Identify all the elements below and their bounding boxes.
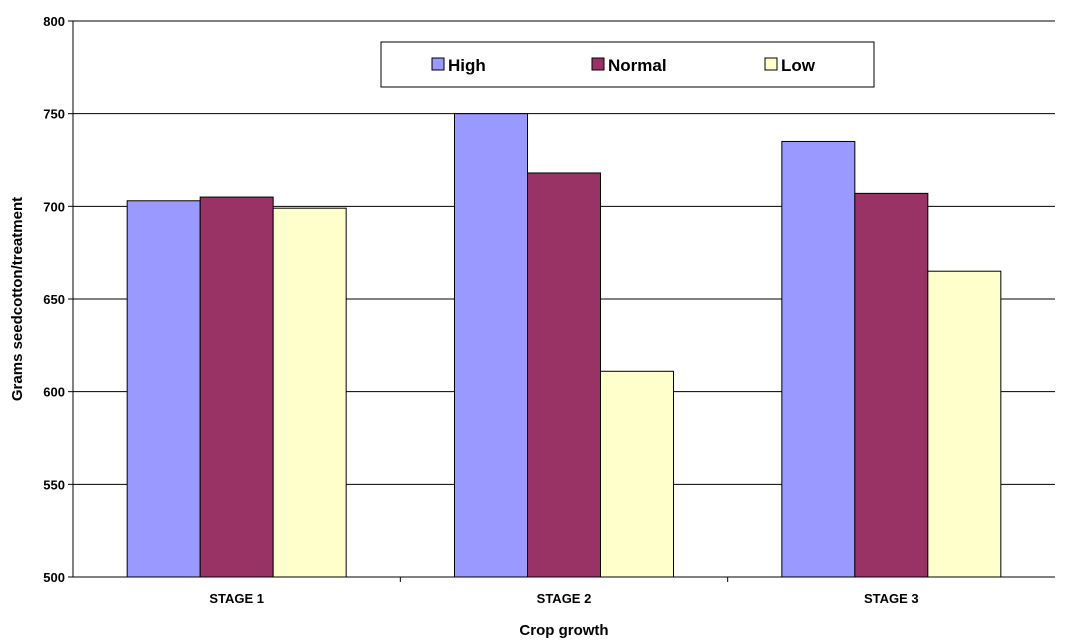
y-tick-label: 600 (43, 385, 65, 400)
y-axis-title: Grams seedcotton/treatment (9, 197, 26, 401)
bar-normal-stage-3 (854, 192, 929, 578)
x-tick-label: STAGE 1 (209, 591, 264, 606)
bars (126, 113, 1002, 578)
y-tick-label: 750 (43, 107, 65, 122)
y-tick-label: 800 (43, 14, 65, 29)
legend-swatch-high (431, 57, 445, 71)
bar-low-stage-3 (927, 270, 1002, 578)
legend-label-normal: Normal (608, 56, 667, 75)
legend-label-high: High (448, 56, 486, 75)
x-ticks: STAGE 1 STAGE 2 STAGE 3 (209, 577, 919, 606)
bar-normal-stage-2 (527, 172, 601, 578)
bar-high-stage-2 (454, 113, 528, 578)
y-tick-label: 650 (43, 292, 65, 307)
bar-high-stage-1 (126, 200, 201, 578)
bar-low-stage-2 (600, 370, 674, 578)
x-axis-title: Crop growth (519, 622, 608, 639)
x-tick-label: STAGE 2 (537, 591, 592, 606)
x-tick-label: STAGE 3 (864, 591, 919, 606)
y-tick-label: 550 (43, 477, 65, 492)
legend-label-low: Low (781, 56, 816, 75)
y-tick-label: 500 (43, 570, 65, 585)
y-ticks: 500 550 600 650 700 750 800 (43, 14, 73, 585)
legend-box (380, 41, 875, 88)
legend: High Normal Low (380, 41, 875, 88)
y-tick-label: 700 (43, 199, 65, 214)
bar-low-stage-1 (272, 207, 347, 578)
bar-normal-stage-1 (199, 196, 274, 578)
bar-high-stage-3 (781, 140, 856, 578)
legend-swatch-normal (591, 57, 605, 71)
legend-swatch-low (764, 57, 778, 71)
